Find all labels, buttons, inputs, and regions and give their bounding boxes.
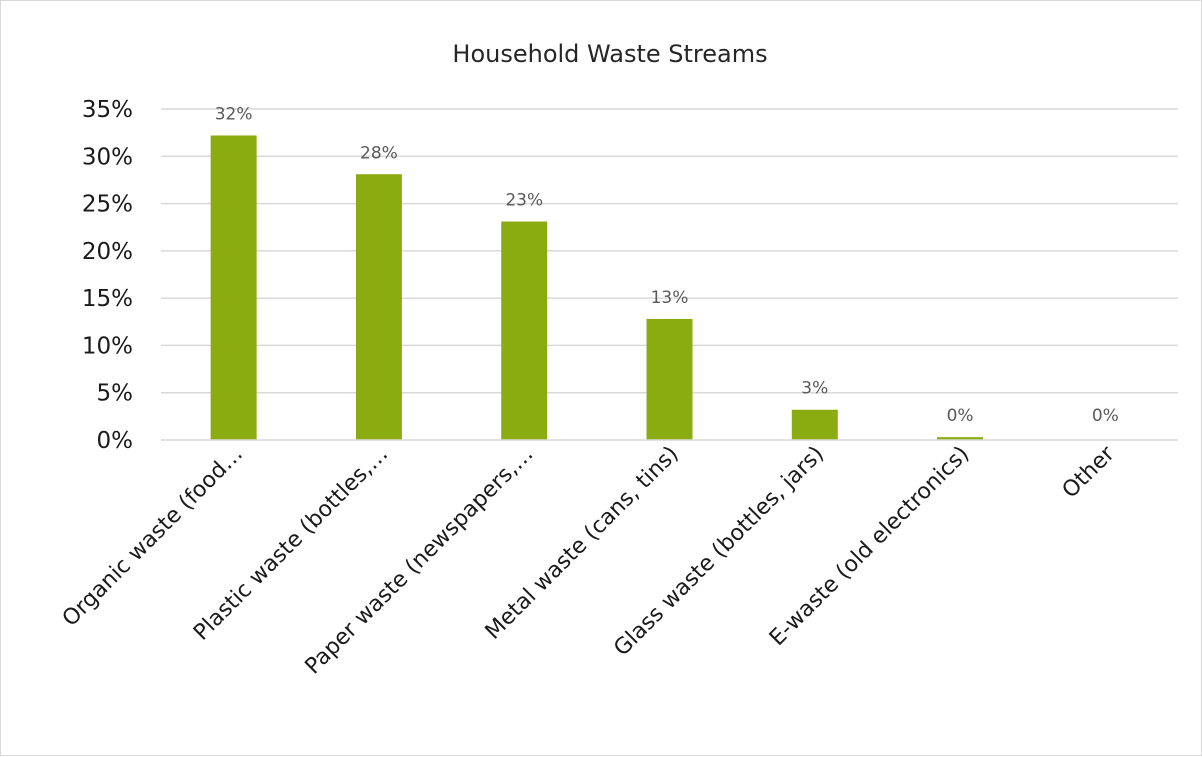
bar	[791, 409, 838, 440]
x-axis-tick-labels: Organic waste (food…Plastic waste (bottl…	[58, 441, 1121, 680]
data-label: 0%	[947, 406, 974, 426]
data-label: 13%	[651, 288, 689, 308]
data-label: 3%	[801, 379, 828, 399]
data-label: 32%	[215, 104, 253, 124]
y-axis-tick-labels: 0% 5% 10% 15% 20% 25% 30% 35%	[82, 97, 133, 454]
y-tick-label: 25%	[82, 192, 133, 218]
y-tick-label: 20%	[82, 239, 133, 265]
bar	[646, 318, 693, 440]
y-tick-label: 15%	[82, 286, 133, 312]
y-tick-label: 30%	[82, 144, 133, 170]
bar	[355, 174, 402, 441]
bars	[210, 135, 984, 441]
bar	[210, 135, 257, 441]
bar	[937, 437, 984, 440]
chart-title: Household Waste Streams	[452, 40, 767, 68]
data-label: 23%	[505, 191, 543, 211]
x-tick-label: Paper waste (newspapers,…	[301, 442, 539, 680]
x-tick-label: Other	[1058, 441, 1121, 504]
data-labels: 32% 28% 23% 13% 3% 0% 0%	[215, 104, 1119, 426]
y-tick-label: 10%	[82, 333, 133, 359]
y-tick-label: 0%	[97, 428, 134, 454]
data-label: 28%	[360, 143, 398, 163]
bar	[501, 221, 548, 440]
data-label: 0%	[1092, 406, 1119, 426]
y-tick-label: 5%	[97, 381, 134, 407]
gridlines	[161, 108, 1178, 394]
y-tick-label: 35%	[82, 97, 133, 123]
